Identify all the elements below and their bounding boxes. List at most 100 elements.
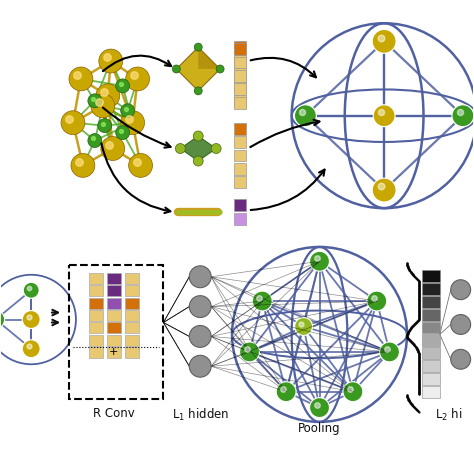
Circle shape [173, 65, 180, 73]
Bar [234, 123, 246, 135]
Circle shape [239, 342, 259, 362]
Circle shape [98, 118, 112, 133]
Bar [89, 285, 103, 296]
Circle shape [193, 131, 203, 141]
Circle shape [175, 144, 185, 154]
Bar [125, 273, 138, 284]
Circle shape [61, 111, 85, 135]
Circle shape [380, 342, 400, 362]
Polygon shape [180, 136, 216, 161]
Bar [89, 298, 103, 309]
Bar [234, 163, 246, 175]
Bar [234, 41, 246, 53]
Circle shape [372, 29, 396, 53]
Bar [107, 298, 121, 309]
Polygon shape [176, 47, 220, 91]
Circle shape [451, 280, 471, 300]
Text: L$_2$ hi: L$_2$ hi [435, 407, 463, 423]
Bar [422, 283, 440, 295]
Bar [234, 70, 246, 82]
Bar [234, 55, 246, 66]
Circle shape [121, 104, 135, 118]
Circle shape [294, 105, 316, 127]
Circle shape [91, 94, 115, 118]
Circle shape [451, 349, 471, 369]
Circle shape [0, 310, 5, 328]
Bar [234, 199, 246, 211]
Circle shape [116, 126, 129, 139]
Bar [422, 347, 440, 359]
Bar [89, 347, 103, 358]
Circle shape [276, 382, 296, 401]
Bar [107, 322, 121, 333]
Bar [234, 83, 246, 95]
Bar [234, 68, 246, 80]
Circle shape [343, 382, 363, 401]
Bar [125, 347, 138, 358]
Bar [422, 373, 440, 385]
Polygon shape [198, 47, 220, 69]
Bar [234, 56, 246, 69]
Bar [234, 213, 246, 225]
Bar [107, 347, 121, 358]
Bar [422, 335, 440, 346]
Circle shape [88, 134, 102, 147]
Circle shape [310, 251, 329, 271]
Circle shape [367, 291, 387, 311]
Circle shape [193, 156, 203, 166]
Bar [422, 270, 440, 282]
Circle shape [189, 266, 211, 288]
Bar [422, 309, 440, 320]
Circle shape [189, 326, 211, 347]
Circle shape [99, 49, 123, 73]
Bar [234, 176, 246, 188]
Circle shape [194, 43, 202, 51]
Circle shape [452, 105, 474, 127]
Bar [107, 335, 121, 346]
Circle shape [128, 154, 153, 177]
Circle shape [96, 84, 120, 108]
Circle shape [373, 105, 395, 127]
Bar [89, 273, 103, 284]
Circle shape [216, 65, 224, 73]
Circle shape [116, 79, 129, 93]
Circle shape [23, 283, 39, 298]
Bar [234, 95, 246, 107]
Circle shape [310, 398, 329, 418]
Bar [422, 321, 440, 333]
Bar [234, 82, 246, 93]
Circle shape [101, 137, 125, 161]
Circle shape [295, 318, 312, 336]
Bar [422, 386, 440, 398]
Text: +: + [109, 347, 118, 357]
Bar [422, 360, 440, 372]
Bar [107, 273, 121, 284]
Bar [89, 322, 103, 333]
Bar [234, 97, 246, 109]
Circle shape [126, 67, 149, 91]
Circle shape [189, 296, 211, 318]
Bar [125, 335, 138, 346]
Bar [125, 298, 138, 309]
Bar [125, 285, 138, 296]
Circle shape [22, 310, 40, 328]
Bar [125, 322, 138, 333]
Circle shape [121, 111, 145, 135]
Bar [69, 265, 164, 399]
Circle shape [451, 315, 471, 335]
Circle shape [88, 94, 102, 108]
Text: L$_1$ hidden: L$_1$ hidden [172, 407, 229, 423]
Bar [234, 43, 246, 55]
Circle shape [189, 356, 211, 377]
Bar [234, 149, 246, 162]
Bar [107, 285, 121, 296]
Circle shape [69, 67, 93, 91]
Bar [234, 136, 246, 148]
Circle shape [252, 291, 272, 311]
Text: Pooling: Pooling [298, 422, 341, 435]
Bar [89, 335, 103, 346]
Text: R Conv: R Conv [93, 407, 135, 420]
Bar [422, 296, 440, 308]
Bar [89, 310, 103, 321]
Circle shape [211, 144, 221, 154]
